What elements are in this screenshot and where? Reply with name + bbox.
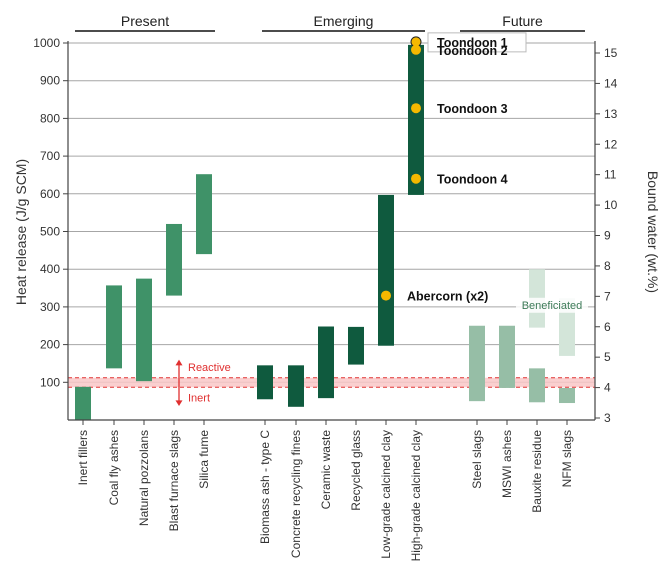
range-bar-nfm-slags xyxy=(559,387,575,404)
x-tick-label: Steel slags xyxy=(470,430,484,489)
x-tick-label: Coal fly ashes xyxy=(107,430,121,505)
x-tick-label: NFM slags xyxy=(560,430,574,487)
y2-tick-label: 11 xyxy=(604,168,617,182)
range-bar-steel-slags xyxy=(469,325,485,402)
y2-tick-label: 7 xyxy=(604,289,611,303)
threshold-arrow-down xyxy=(175,400,183,407)
x-tick-label: MSWI ashes xyxy=(500,430,514,498)
range-bars xyxy=(75,44,575,420)
axes xyxy=(63,30,600,425)
x-tick-label: Recycled glass xyxy=(349,430,363,511)
range-bar-natural-pozzolans xyxy=(136,278,152,382)
range-bar-silica-fume xyxy=(196,174,212,255)
x-tick-label: High-grade calcined clay xyxy=(409,430,423,561)
y2-tick-label: 9 xyxy=(604,229,611,243)
x-tick-label: Biomass ash - type C xyxy=(258,430,272,544)
x-tick-label: Ceramic waste xyxy=(319,430,333,510)
y2-tick-label: 13 xyxy=(604,107,618,121)
range-bar-biomass-ash-type-c xyxy=(257,365,273,400)
y-tick-label: 100 xyxy=(40,375,60,389)
y-tick-label: 200 xyxy=(40,338,60,352)
y-tick-label: 300 xyxy=(40,300,60,314)
y2-tick-label: 14 xyxy=(604,76,618,90)
y2-tick-label: 6 xyxy=(604,320,611,334)
y-tick-label: 700 xyxy=(40,149,60,163)
point-marker-abercorn-x2 xyxy=(381,290,391,301)
range-bar-ceramic-waste xyxy=(318,326,334,399)
group-label-future: Future xyxy=(502,13,543,29)
range-bar-inert-fillers xyxy=(75,386,91,420)
group-label-emerging: Emerging xyxy=(314,13,374,29)
y-tick-label: 800 xyxy=(40,111,60,125)
threshold-label-above: Reactive xyxy=(188,362,231,374)
y2-tick-label: 12 xyxy=(604,137,618,151)
range-bar-concrete-recycling-fines xyxy=(288,365,304,407)
x-tick-label: Inert fillers xyxy=(76,430,90,485)
point-marker-toondoon-2 xyxy=(411,44,421,55)
range-bar-low-grade-calcined-clay xyxy=(378,194,394,346)
range-bar-high-grade-calcined-clay xyxy=(408,44,424,195)
y2-tick-label: 4 xyxy=(604,381,611,395)
y-tick-label: 500 xyxy=(40,225,60,239)
point-marker-toondoon-3 xyxy=(411,103,421,114)
range-bar-mswi-ashes xyxy=(499,325,515,388)
x-tick-label: Concrete recycling fines xyxy=(289,430,303,558)
y2-tick-label: 5 xyxy=(604,350,611,364)
chart-text: 100 200 300 400 500 600 700 800 900 1000 3 4 5 6 7 8 9 10… xyxy=(13,13,661,561)
y2-tick-label: 10 xyxy=(604,198,618,212)
y-tick-label: 900 xyxy=(40,74,60,88)
group-label-present: Present xyxy=(121,13,169,29)
y-tick-label: 400 xyxy=(40,262,60,276)
y-tick-label: 1000 xyxy=(33,36,60,50)
range-bar-blast-furnace-slags xyxy=(166,223,182,296)
range-bar-coal-fly-ashes xyxy=(106,285,122,369)
x-tick-label: Blast furnace slags xyxy=(167,430,181,531)
y2-axis-title: Bound water (wt.%) xyxy=(645,171,661,293)
y-tick-label: 600 xyxy=(40,187,60,201)
beneficiated-label: Beneficiated xyxy=(522,300,583,312)
point-label-box xyxy=(427,32,527,53)
beneficiated-label-bg xyxy=(516,297,588,313)
point-label-toondoon-2: Toondoon 2 xyxy=(437,44,508,58)
point-label-toondoon-1: Toondoon 1 xyxy=(437,36,508,50)
y2-tick-label: 3 xyxy=(604,411,611,425)
x-tick-label: Natural pozzolans xyxy=(137,430,151,526)
point-label-toondoon-4: Toondoon 4 xyxy=(437,173,508,187)
threshold-arrow-up xyxy=(175,359,183,366)
point-label-toondoon-3: Toondoon 3 xyxy=(437,102,508,116)
y2-tick-label: 8 xyxy=(604,259,611,273)
range-bar-bauxite-residue xyxy=(529,368,545,403)
threshold-label-below: Inert xyxy=(188,392,210,404)
point-label-abercorn-x2: Abercorn (x2) xyxy=(407,290,488,304)
y2-tick-label: 15 xyxy=(604,46,618,60)
x-tick-label: Bauxite residue xyxy=(530,430,544,513)
range-bar-recycled-glass xyxy=(348,326,364,365)
point-marker-toondoon-4 xyxy=(411,173,421,184)
y-axis-title: Heat release (J/g SCM) xyxy=(13,159,29,305)
x-tick-label: Silica fume xyxy=(197,430,211,489)
x-tick-label: Low-grade calcined clay xyxy=(379,430,393,559)
